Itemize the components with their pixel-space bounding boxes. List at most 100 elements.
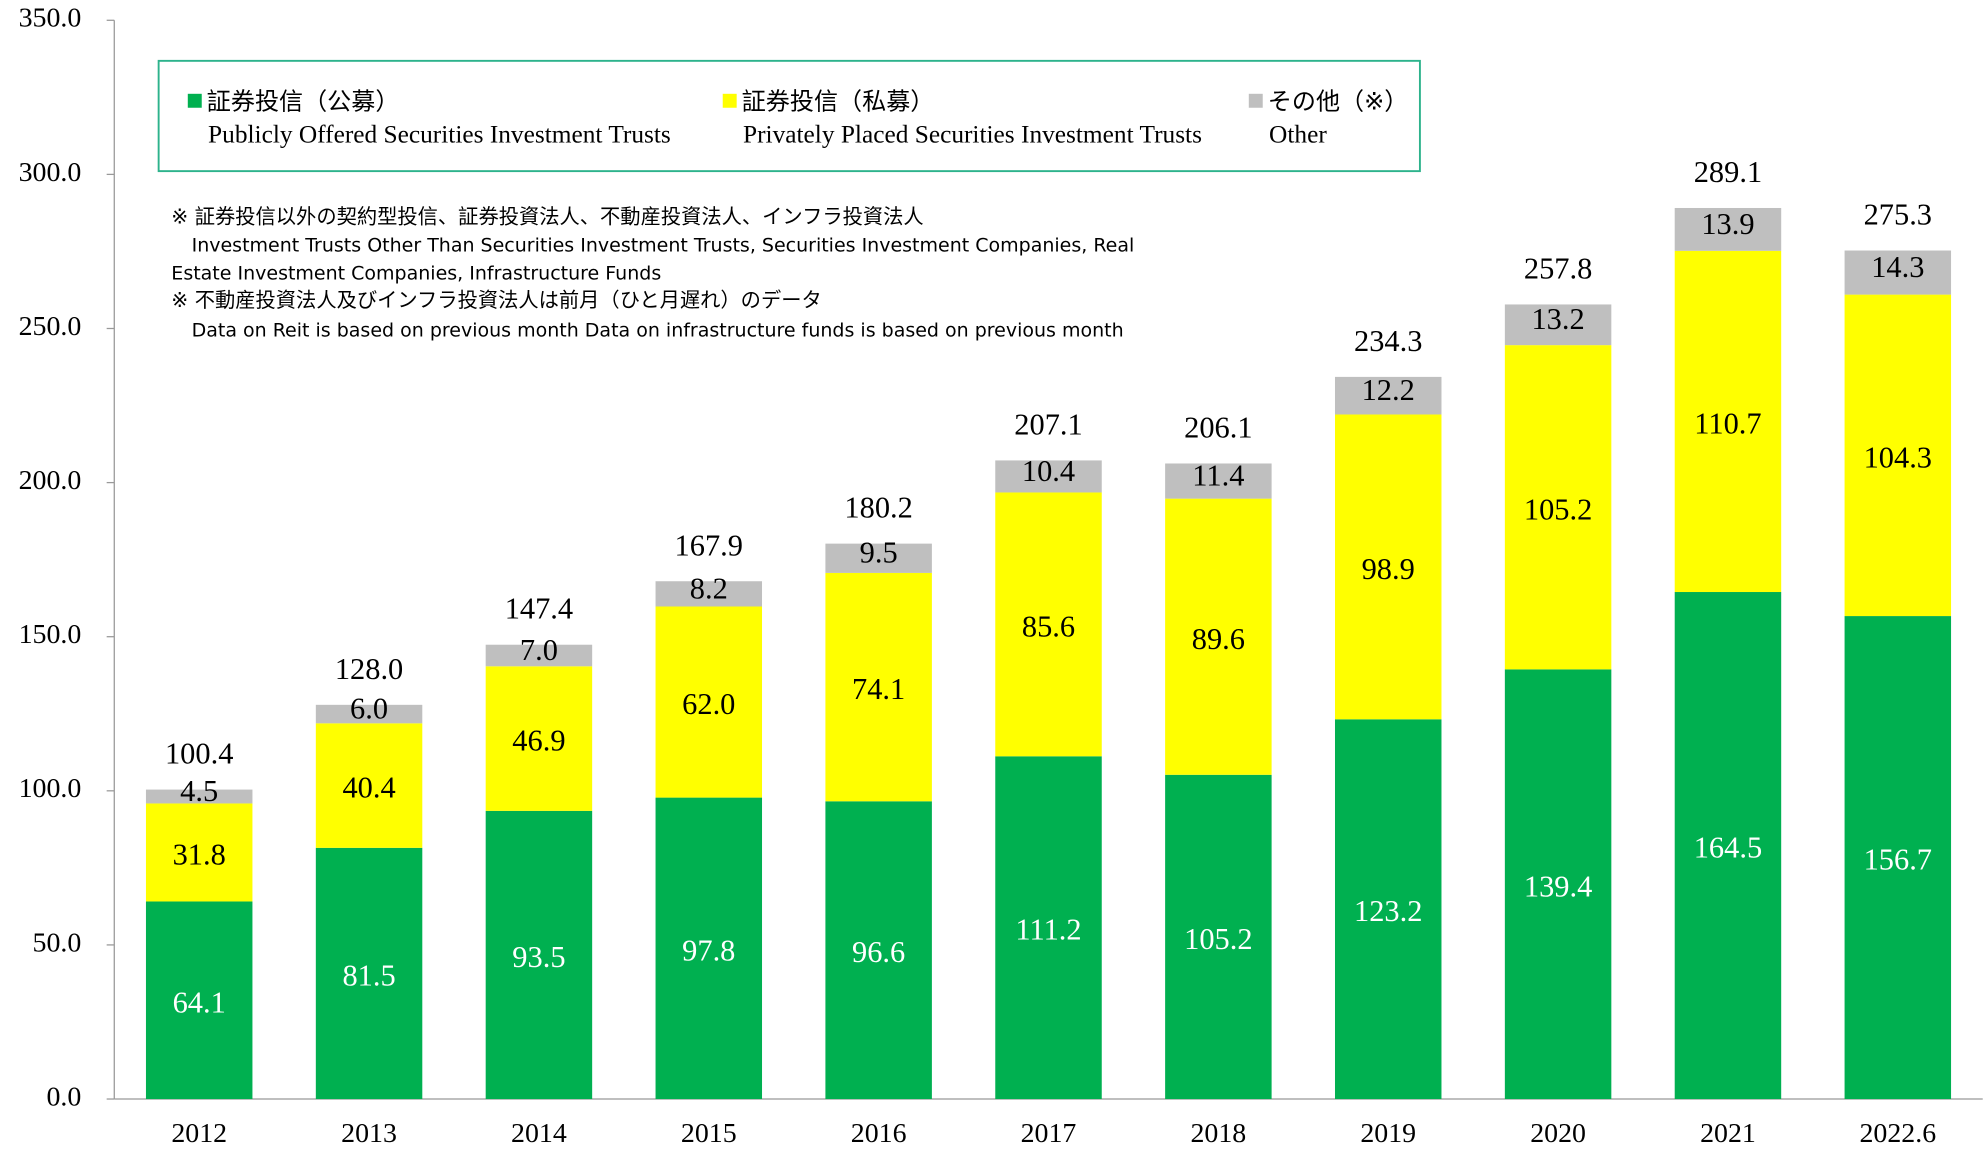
data-label: 14.3 — [1871, 250, 1924, 284]
data-label: 156.7 — [1864, 843, 1932, 877]
note: Investment Trusts Other Than Securities … — [192, 234, 1135, 256]
y-tick-label: 300.0 — [19, 157, 82, 188]
legend-label-en: Other — [1269, 121, 1327, 149]
bar-segment — [1165, 774, 1272, 1100]
y-tick-label: 0.0 — [46, 1081, 81, 1112]
legend-box — [157, 59, 1421, 173]
data-label: 12.2 — [1362, 373, 1415, 407]
total-label: 167.9 — [675, 528, 743, 562]
bar-segment — [1504, 345, 1612, 670]
x-tick-label: 2018 — [1190, 1118, 1246, 1149]
total-label: 257.8 — [1524, 251, 1592, 285]
y-tick-label: 350.0 — [19, 3, 82, 34]
data-label: 6.0 — [350, 692, 388, 726]
bar-segment — [485, 666, 593, 811]
bar-segment — [145, 901, 253, 1100]
legend-label: 証券投信（公募） — [207, 88, 400, 116]
bar-segment — [145, 803, 253, 902]
bar-segment — [655, 606, 763, 798]
y-tick-label: 100.0 — [19, 773, 82, 804]
total-label: 206.1 — [1184, 411, 1252, 445]
data-label: 10.4 — [1022, 454, 1075, 488]
total-label: 234.3 — [1354, 324, 1422, 358]
x-tick-label: 2017 — [1021, 1118, 1077, 1149]
bar-segment — [1844, 616, 1952, 1100]
data-label: 13.9 — [1701, 207, 1754, 241]
total-label: 100.4 — [165, 737, 233, 771]
data-label: 164.5 — [1694, 831, 1762, 865]
bar-segment — [1844, 250, 1952, 295]
total-label: 128.0 — [335, 652, 403, 686]
bar-segment — [995, 492, 1102, 757]
data-label: 105.2 — [1184, 922, 1252, 956]
y-tick-label: 250.0 — [19, 311, 82, 342]
bar-segment — [655, 797, 763, 1100]
data-label: 85.6 — [1022, 609, 1075, 643]
legend-swatch — [187, 93, 202, 108]
data-label: 40.4 — [342, 771, 395, 805]
data-label: 96.6 — [852, 935, 905, 969]
bar-segment — [1674, 250, 1782, 593]
bar-segment — [1165, 463, 1272, 499]
bar-segment — [145, 789, 253, 804]
data-label: 74.1 — [852, 672, 905, 706]
note: Estate Investment Companies, Infrastruct… — [171, 262, 661, 284]
bar-segment — [315, 704, 423, 724]
x-tick-label: 2013 — [341, 1118, 397, 1149]
legend-swatch — [722, 93, 737, 108]
data-label: 81.5 — [342, 958, 395, 992]
legend-label-en: Privately Placed Securities Investment T… — [743, 121, 1202, 149]
data-label: 62.0 — [682, 687, 735, 721]
bar-segment — [1504, 669, 1612, 1100]
legend-label-en: Publicly Offered Securities Investment T… — [208, 121, 671, 149]
data-label: 111.2 — [1015, 913, 1081, 947]
data-label: 105.2 — [1524, 492, 1592, 526]
data-label: 13.2 — [1531, 302, 1584, 336]
data-label: 4.5 — [180, 774, 218, 808]
bar-segment — [1674, 207, 1782, 251]
x-tick-label: 2015 — [681, 1118, 737, 1149]
y-tick-label: 50.0 — [33, 927, 82, 958]
bar-segment — [1334, 719, 1442, 1100]
total-label: 147.4 — [505, 592, 573, 626]
bar-segment — [485, 644, 593, 667]
data-label: 104.3 — [1864, 440, 1932, 474]
bar-segment — [1334, 414, 1442, 720]
total-label: 289.1 — [1694, 155, 1762, 189]
x-tick-label: 2012 — [171, 1118, 227, 1149]
y-tick-label: 150.0 — [19, 619, 82, 650]
note: ※ 証券投信以外の契約型投信、証券投資法人、不動産投資法人、インフラ投資法人 — [171, 205, 923, 229]
data-label: 93.5 — [512, 940, 565, 974]
bar-segment — [1165, 498, 1272, 775]
x-tick-label: 2020 — [1530, 1118, 1586, 1149]
bar-segment — [825, 572, 932, 802]
data-label: 8.2 — [690, 571, 728, 605]
bar-segment — [1334, 376, 1442, 415]
x-tick-label: 2014 — [511, 1118, 567, 1149]
data-label: 31.8 — [173, 838, 226, 872]
note: ※ 不動産投資法人及びインフラ投資法人は前月（ひと月遅れ）のデータ — [171, 288, 821, 312]
bar-segment — [995, 460, 1102, 493]
data-label: 139.4 — [1524, 869, 1592, 903]
legend-label: その他（※） — [1268, 88, 1409, 116]
note: Data on Reit is based on previous month … — [192, 319, 1124, 341]
data-label: 89.6 — [1192, 622, 1245, 656]
bar-segment — [825, 543, 932, 573]
data-label: 97.8 — [682, 933, 735, 967]
bar-segment — [655, 581, 763, 607]
x-tick-label: 2019 — [1360, 1118, 1416, 1149]
data-label: 9.5 — [860, 536, 898, 570]
data-label: 46.9 — [512, 724, 565, 758]
total-label: 275.3 — [1864, 198, 1932, 232]
total-label: 180.2 — [844, 491, 912, 525]
bar-segment — [315, 847, 423, 1100]
bar-segment — [995, 756, 1102, 1100]
x-tick-label: 2021 — [1700, 1118, 1756, 1149]
data-label: 123.2 — [1354, 894, 1422, 928]
x-tick-label: 2016 — [851, 1118, 907, 1149]
bar-segment — [1504, 304, 1612, 346]
bar-segment — [1674, 592, 1782, 1100]
data-label: 7.0 — [520, 633, 558, 667]
data-label: 98.9 — [1362, 552, 1415, 586]
